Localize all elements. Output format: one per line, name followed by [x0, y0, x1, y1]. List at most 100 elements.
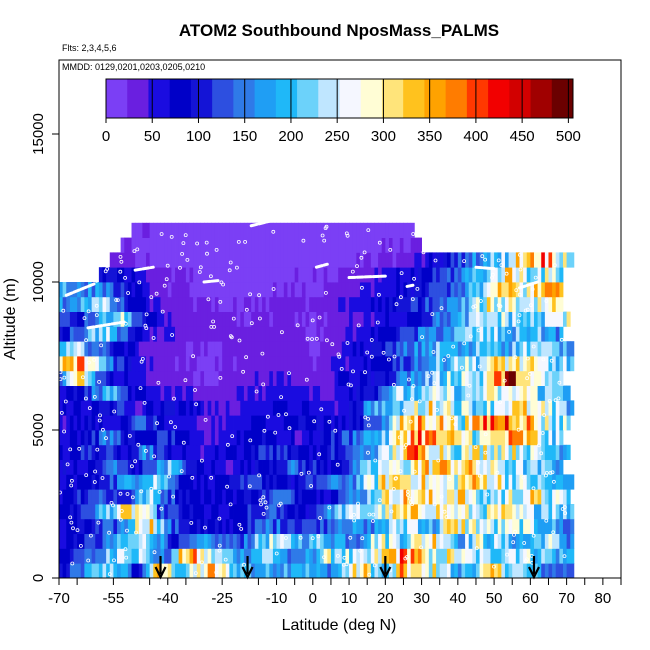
heatmap-cell	[207, 311, 212, 327]
heatmap-cell	[465, 400, 470, 416]
heatmap-cell	[327, 267, 332, 283]
heatmap-cell	[131, 533, 136, 549]
heatmap-cell	[533, 489, 539, 505]
heatmap-cell	[468, 548, 473, 564]
heatmap-cell	[222, 533, 227, 549]
heatmap-cell	[135, 341, 140, 357]
heatmap-cell	[298, 400, 303, 416]
heatmap-cell	[345, 311, 350, 327]
heatmap-cell	[149, 489, 154, 505]
heatmap-cell	[73, 459, 78, 475]
heatmap-cell	[421, 356, 426, 372]
heatmap-cell	[91, 415, 96, 431]
heatmap-cell	[562, 252, 568, 268]
heatmap-cell	[98, 326, 103, 342]
heatmap-cell	[225, 415, 230, 431]
sample-point	[135, 247, 140, 252]
heatmap-cell	[461, 474, 466, 490]
heatmap-cell	[428, 296, 433, 312]
heatmap-cell	[392, 341, 397, 357]
heatmap-cell	[211, 548, 216, 564]
heatmap-cell	[330, 430, 335, 446]
heatmap-cell	[185, 489, 190, 505]
heatmap-cell	[359, 356, 364, 372]
heatmap-cell	[175, 296, 180, 312]
heatmap-cell	[533, 430, 539, 446]
heatmap-cell	[225, 518, 230, 534]
heatmap-cell	[84, 548, 89, 564]
heatmap-cell	[494, 282, 499, 298]
heatmap-cell	[552, 252, 557, 268]
sample-point	[228, 260, 233, 265]
heatmap-cell	[320, 296, 325, 312]
heatmap-cell	[359, 341, 364, 357]
heatmap-cell	[526, 504, 531, 520]
heatmap-cell	[233, 518, 238, 534]
heatmap-cell	[131, 385, 136, 401]
heatmap-cell	[363, 489, 368, 505]
heatmap-cell	[294, 444, 299, 460]
sample-point	[549, 358, 554, 363]
heatmap-cell	[363, 370, 368, 386]
sample-point	[407, 496, 412, 501]
heatmap-cell	[95, 444, 100, 460]
colorbar-segment	[360, 79, 383, 118]
heatmap-cell	[523, 459, 528, 475]
heatmap-cell	[207, 444, 212, 460]
heatmap-cell	[120, 533, 125, 549]
heatmap-cell	[102, 459, 107, 475]
heatmap-cell	[291, 518, 296, 534]
heatmap-cell	[280, 504, 285, 520]
heatmap-cell	[240, 237, 245, 253]
heatmap-cell	[80, 489, 85, 505]
heatmap-cell	[77, 326, 82, 342]
heatmap-cell	[396, 267, 401, 283]
heatmap-cell	[309, 237, 314, 253]
heatmap-cell	[294, 385, 299, 401]
heatmap-cell	[501, 489, 506, 505]
heatmap-cell	[388, 533, 393, 549]
heatmap-cell	[131, 474, 136, 490]
heatmap-cell	[490, 459, 495, 475]
heatmap-cell	[349, 282, 354, 298]
heatmap-cell	[533, 282, 539, 298]
heatmap-cell	[62, 563, 67, 578]
heatmap-cell	[367, 282, 372, 298]
heatmap-cell	[537, 282, 542, 298]
sample-point	[432, 502, 437, 507]
heatmap-cell	[269, 415, 274, 431]
heatmap-cell	[410, 504, 415, 520]
heatmap-cell	[436, 311, 441, 327]
heatmap-cell	[73, 385, 78, 401]
heatmap-cell	[120, 282, 125, 298]
heatmap-cell	[131, 267, 136, 283]
heatmap-cell	[566, 504, 571, 520]
heatmap-cell	[403, 415, 408, 431]
heatmap-cell	[69, 415, 74, 431]
heatmap-cell	[204, 267, 209, 283]
heatmap-cell	[218, 237, 223, 253]
heatmap-cell	[512, 489, 517, 505]
heatmap-cell	[450, 474, 455, 490]
heatmap-cell	[330, 341, 335, 357]
heatmap-cell	[193, 267, 198, 283]
heatmap-cell	[483, 518, 488, 534]
sample-point	[318, 516, 323, 520]
heatmap-cell	[425, 518, 430, 534]
heatmap-cell	[229, 222, 234, 238]
heatmap-cell	[345, 252, 350, 268]
heatmap-cell	[479, 563, 484, 578]
heatmap-cell	[432, 459, 437, 475]
heatmap-cell	[338, 533, 343, 549]
heatmap-cell	[131, 489, 136, 505]
heatmap-cell	[167, 311, 172, 327]
heatmap-cell	[359, 533, 364, 549]
heatmap-cell	[465, 385, 470, 401]
heatmap-cell	[385, 356, 390, 372]
heatmap-cell	[269, 296, 274, 312]
heatmap-cell	[381, 385, 386, 401]
heatmap-cell	[247, 282, 252, 298]
heatmap-cell	[512, 252, 517, 268]
heatmap-cell	[316, 504, 321, 520]
heatmap-cell	[367, 548, 372, 564]
